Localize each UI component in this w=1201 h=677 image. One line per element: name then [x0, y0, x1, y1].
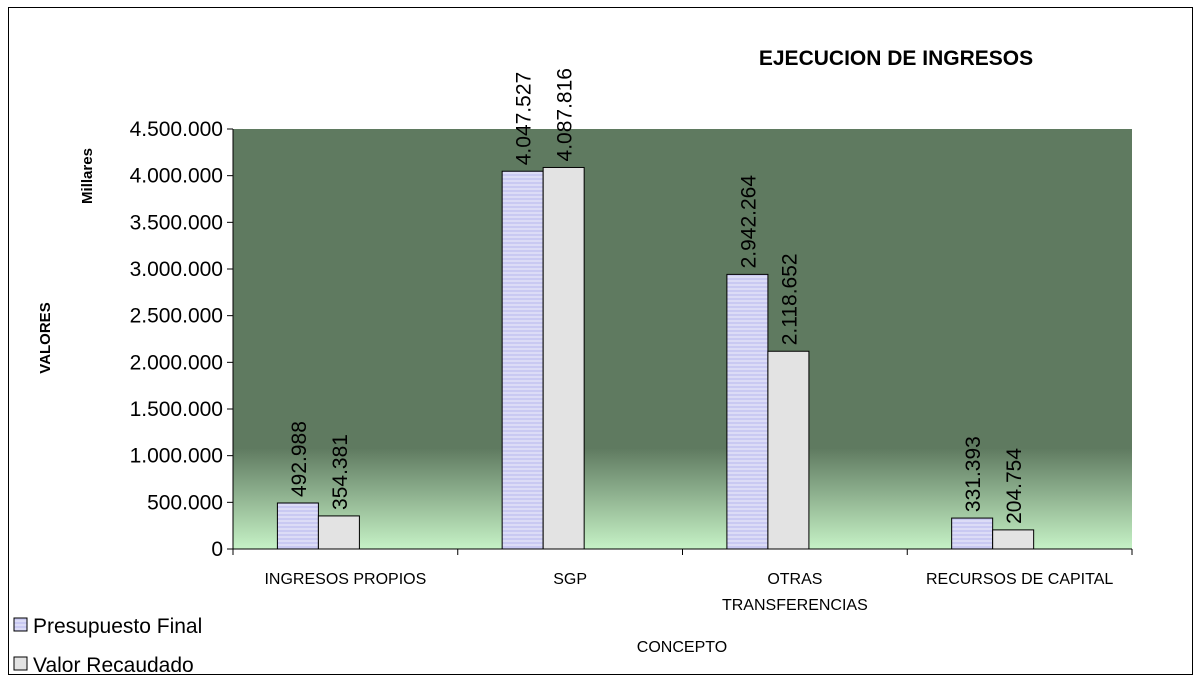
bar-valor-recaudado-recursos-de-capital	[992, 529, 1035, 550]
y-tick-label: 3.500.000	[130, 211, 223, 234]
bar-valor-recaudado-ingresos-propios	[317, 515, 360, 550]
value-label-presupuesto-final-recursos-de-capital: 331.393	[962, 436, 985, 512]
legend-label-recaudado: Valor Recaudado	[33, 654, 194, 677]
category-label-ingresos-propios: INGRESOS PROPIOS	[264, 571, 426, 588]
y-tick-label: 4.500.000	[130, 118, 223, 141]
category-label-recursos-de-capital: RECURSOS DE CAPITAL	[926, 571, 1113, 588]
y-tick-label: 2.000.000	[130, 351, 223, 374]
labels-group: 492.988 354.381 INGRESOS PROPIOS 4.047.527 4…	[130, 68, 1114, 614]
x-axis-title: CONCEPTO	[637, 639, 727, 656]
bars-group	[276, 166, 1035, 550]
y-tick-label: 1.500.000	[130, 398, 223, 421]
value-label-valor-recaudado-sgp: 4.087.816	[554, 68, 577, 161]
value-label-valor-recaudado-otras-transferencias: 2.118.652	[778, 253, 801, 345]
y-tick-label: 500.000	[147, 491, 223, 514]
value-label-valor-recaudado-recursos-de-capital: 204.754	[1003, 448, 1026, 524]
value-label-valor-recaudado-ingresos-propios: 354.381	[329, 434, 352, 510]
value-label-presupuesto-final-sgp: 4.047.527	[513, 72, 536, 165]
y-tick-label: 1.000.000	[130, 445, 223, 468]
y-unit-label: Millares	[79, 148, 96, 204]
value-label-presupuesto-final-ingresos-propios: 492.988	[288, 421, 311, 497]
y-tick-label: 2.500.000	[130, 305, 223, 328]
value-label-presupuesto-final-otras-transferencias: 2.942.264	[737, 175, 760, 269]
bar-valor-recaudado-otras-transferencias	[767, 350, 810, 550]
bar-valor-recaudado-sgp	[542, 166, 585, 550]
y-tick-label: 4.000.000	[130, 165, 223, 188]
bar-presupuesto-final-recursos-de-capital	[951, 517, 994, 550]
category-label-sgp: SGP	[553, 571, 587, 588]
bar-presupuesto-final-ingresos-propios	[276, 502, 319, 550]
legend: Presupuesto Final Valor Recaudado	[13, 615, 202, 677]
legend-label-presupuesto: Presupuesto Final	[33, 615, 202, 638]
bar-presupuesto-final-sgp	[501, 170, 544, 550]
category-label-otras-transferencias-line2: TRANSFERENCIAS	[722, 597, 868, 614]
y-axis-title: VALORES	[37, 302, 54, 373]
y-tick-label: 0	[211, 538, 223, 561]
legend-swatch-presupuesto	[13, 617, 28, 632]
bar-presupuesto-final-otras-transferencias	[726, 273, 769, 550]
legend-swatch-recaudado	[13, 656, 28, 671]
y-tick-label: 3.000.000	[130, 258, 223, 281]
axes-group	[227, 128, 1133, 555]
plot-area	[233, 129, 1132, 549]
chart-title: EJECUCION DE INGRESOS	[759, 47, 1033, 70]
category-label-otras-transferencias-line1: OTRAS	[767, 571, 822, 588]
